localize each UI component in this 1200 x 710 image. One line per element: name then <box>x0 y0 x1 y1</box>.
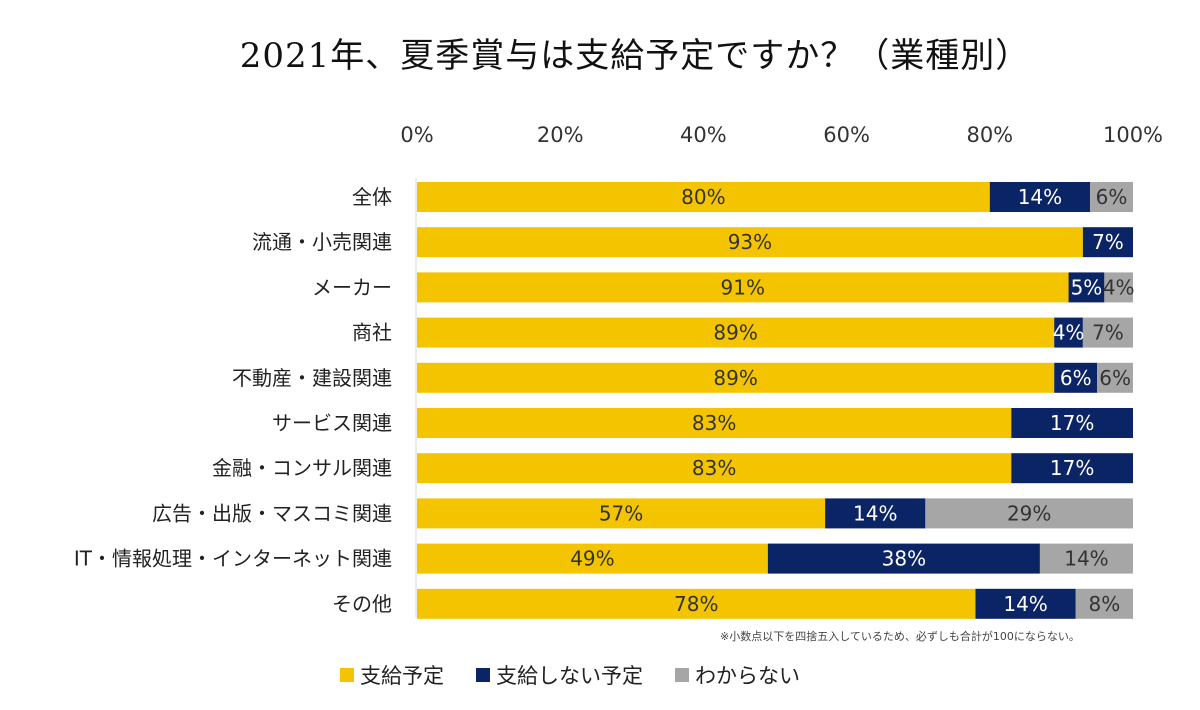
data-label: 89% <box>713 321 757 345</box>
category-label: 不動産・建設関連 <box>232 366 392 390</box>
data-label: 80% <box>681 185 725 209</box>
legend-label-unknown: わからない <box>695 664 800 688</box>
bar-segment <box>417 227 1083 258</box>
bar-segment <box>1097 362 1133 393</box>
category-label: IT・情報処理・インターネット関連 <box>74 547 392 571</box>
data-label: 83% <box>692 411 736 435</box>
data-label: 49% <box>570 547 614 571</box>
legend-item-unknown: わからない <box>675 660 800 690</box>
bar-segment <box>417 272 1069 303</box>
bar-segment <box>1039 543 1133 574</box>
legend-swatch-pay <box>340 668 354 682</box>
legend-swatch-no-pay <box>476 668 490 682</box>
data-label: 6% <box>1099 366 1131 390</box>
bar-segment <box>1011 408 1133 438</box>
chart-title: 2021年、夏季賞与は支給予定ですか？（業種別） <box>239 36 1031 76</box>
category-label: 流通・小売関連 <box>252 230 392 254</box>
data-labels: 80% 14% 6%93% 7%91% 5% 4%89% 4% 7%89% 6% 6%83% 17%… <box>570 185 1134 616</box>
stacked-bar-chart: 0% 20% 40% 60% 80% 100% 全体流通・小売関連メーカー商社不動産・建設… <box>74 123 1163 619</box>
data-label: 14% <box>853 501 897 525</box>
x-tick-label: 60% <box>823 123 870 147</box>
x-tick-label: 80% <box>966 123 1013 147</box>
data-label: 17% <box>1050 411 1094 435</box>
data-label: 7% <box>1092 321 1124 345</box>
data-label: 89% <box>713 366 757 390</box>
data-label: 38% <box>882 547 926 571</box>
x-tick-label: 100% <box>1103 123 1163 147</box>
category-label: 金融・コンサル関連 <box>212 456 392 480</box>
bar-segment <box>1082 317 1133 348</box>
bar-segment <box>417 453 1012 484</box>
data-label: 78% <box>674 592 718 616</box>
bar-segment <box>767 543 1040 574</box>
bar-segment <box>417 362 1055 393</box>
bar-segment <box>975 588 1076 619</box>
category-label: メーカー <box>312 275 392 299</box>
legend-label-no-pay: 支給しない予定 <box>496 664 643 688</box>
x-tick-label: 40% <box>680 123 727 147</box>
category-label: サービス関連 <box>272 411 392 435</box>
legend-item-no-pay: 支給しない予定 <box>476 660 643 690</box>
category-label: 商社 <box>352 321 392 345</box>
bar-segment <box>1054 362 1098 393</box>
legend-label-pay: 支給予定 <box>360 664 444 688</box>
data-label: 17% <box>1050 456 1094 480</box>
data-label: 91% <box>721 275 765 299</box>
legend: 支給予定 支給しない予定 わからない <box>340 660 800 690</box>
bar-segment <box>417 543 768 574</box>
bar-segment <box>1090 182 1133 212</box>
x-tick-label: 20% <box>537 123 584 147</box>
bar-segment <box>989 182 1091 212</box>
bar-segment <box>825 498 926 529</box>
bar-segment <box>1104 272 1133 303</box>
bar-segment <box>1082 227 1133 258</box>
data-label: 6% <box>1060 366 1092 390</box>
data-label: 14% <box>1018 185 1062 209</box>
data-label: 14% <box>1003 592 1047 616</box>
footnote: ※小数点以下を四捨五入しているため、必ずしも合計が100にならない。 <box>720 630 1080 643</box>
data-label: 57% <box>599 501 643 525</box>
bar-segment <box>1075 588 1133 619</box>
data-label: 5% <box>1071 275 1103 299</box>
category-labels: 全体流通・小売関連メーカー商社不動産・建設関連サービス関連金融・コンサル関連広告… <box>74 185 392 616</box>
data-label: 83% <box>692 456 736 480</box>
data-label: 8% <box>1088 592 1120 616</box>
data-label: 7% <box>1092 230 1124 254</box>
bar-segment <box>417 408 1012 438</box>
bar-segment <box>417 498 826 529</box>
bar-segment <box>1068 272 1105 303</box>
bar-segment <box>417 588 976 619</box>
legend-item-pay: 支給予定 <box>340 660 444 690</box>
legend-swatch-unknown <box>675 668 689 682</box>
bar-segment <box>417 317 1055 348</box>
data-label: 29% <box>1007 501 1051 525</box>
x-tick-label: 0% <box>400 123 433 147</box>
category-label: 広告・出版・マスコミ関連 <box>152 501 392 525</box>
data-label: 93% <box>728 230 772 254</box>
bar-segment <box>417 182 990 212</box>
bar-segment <box>1054 317 1083 348</box>
bar-segment <box>925 498 1133 529</box>
x-axis-ticks: 0% 20% 40% 60% 80% 100% <box>400 123 1163 147</box>
data-label: 14% <box>1064 547 1108 571</box>
data-label: 4% <box>1103 275 1135 299</box>
bar-segment <box>1011 453 1133 484</box>
category-label: 全体 <box>352 185 392 209</box>
data-label: 4% <box>1053 321 1085 345</box>
bars <box>417 182 1133 619</box>
data-label: 6% <box>1096 185 1128 209</box>
category-label: その他 <box>332 592 392 616</box>
